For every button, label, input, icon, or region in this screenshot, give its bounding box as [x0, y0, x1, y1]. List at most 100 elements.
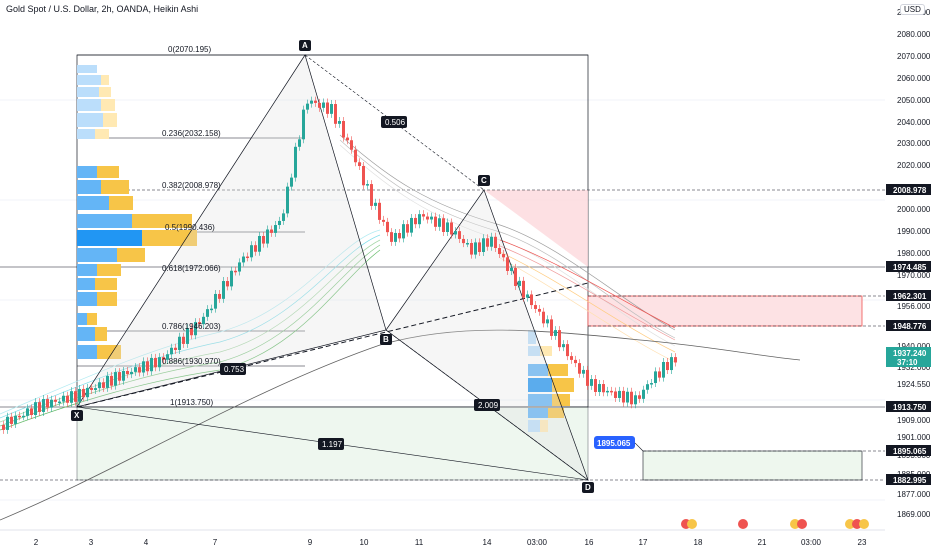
flag-icon	[845, 519, 869, 529]
countdown-text: 37:10	[897, 358, 918, 367]
candle-body	[278, 220, 281, 226]
candle-body	[462, 238, 465, 244]
candle-body	[234, 270, 237, 273]
candle-body	[494, 236, 497, 249]
fib-label-618: 0.618(1972.066)	[162, 264, 221, 273]
candle-body	[518, 280, 521, 286]
candle-body	[6, 416, 9, 430]
price-tag-text: 1937.240	[893, 349, 927, 358]
candle-body	[286, 186, 289, 214]
price-tag	[886, 290, 931, 301]
price-tick: 2070.000	[897, 52, 931, 61]
flag-icon	[790, 519, 807, 529]
candle-body	[106, 375, 109, 388]
candle-body	[526, 294, 529, 298]
candle-body	[258, 236, 261, 252]
point-labels: A B C D X	[71, 40, 594, 493]
candle-body	[298, 139, 301, 147]
candle-body	[270, 229, 273, 233]
candle-body	[422, 214, 425, 217]
flag-icon	[738, 519, 748, 529]
price-tick: 1940.000	[897, 342, 931, 351]
price-tick: 1980.000	[897, 249, 931, 258]
candle-body	[238, 262, 241, 272]
event-icons[interactable]	[681, 519, 869, 529]
candle-body	[202, 316, 205, 325]
price-tick: 1909.000	[897, 416, 931, 425]
ratio-labels: 0.753 0.506 2.009 1.197	[220, 116, 500, 450]
candle-body	[42, 399, 45, 412]
candle-body	[306, 103, 309, 110]
candle-body	[110, 375, 113, 386]
candle-body	[650, 383, 653, 385]
candle-body	[58, 401, 61, 404]
point-b-label: B	[383, 335, 389, 344]
float-price-tag	[594, 436, 635, 449]
candle-body	[674, 357, 677, 363]
fib-label-886: 0.886(1930.970)	[162, 357, 221, 366]
candle-body	[346, 137, 349, 141]
candle-body	[78, 388, 81, 402]
candle-body	[390, 232, 393, 242]
price-tick: 2040.000	[897, 118, 931, 127]
price-tick: 2030.000	[897, 139, 931, 148]
point-d-label: D	[585, 483, 591, 492]
candle-body	[246, 256, 249, 259]
candle-body	[54, 399, 57, 402]
candle-body	[502, 254, 505, 258]
price-tick: 1956.000	[897, 302, 931, 311]
price-axis[interactable]	[885, 0, 932, 550]
candle-body	[450, 222, 453, 235]
time-tick: 03:00	[801, 538, 822, 547]
price-tag-text: 1882.995	[893, 476, 927, 485]
candle-body	[470, 242, 473, 255]
candle-body	[594, 379, 597, 392]
candle-body	[670, 357, 673, 371]
candle-body	[654, 371, 657, 384]
candle-body	[126, 370, 129, 375]
candle-body	[606, 390, 609, 393]
target-zone	[642, 450, 863, 481]
candle-body	[574, 359, 577, 364]
price-tick: 2000.000	[897, 205, 931, 214]
time-tick: 16	[585, 538, 594, 547]
candle-body	[414, 217, 417, 225]
candle-body	[378, 202, 381, 220]
candle-body	[662, 362, 665, 378]
price-tick: 1932.000	[897, 363, 931, 372]
candle-body	[570, 356, 573, 360]
pink-zone-c	[484, 190, 588, 267]
candle-body	[426, 216, 429, 220]
candle-body	[658, 371, 661, 378]
fib-label-1: 1(1913.750)	[170, 398, 213, 407]
candle-body	[2, 425, 5, 430]
candle-body	[474, 242, 477, 255]
candle-body	[554, 330, 557, 336]
candle-body	[138, 367, 141, 373]
candle-body	[442, 218, 445, 232]
candle-body	[210, 308, 213, 311]
time-axis[interactable]	[0, 530, 885, 550]
candle-body	[66, 395, 69, 403]
price-tag-text: 1962.301	[893, 292, 927, 301]
price-tag-text: 1974.485	[893, 263, 927, 272]
candle-body	[350, 140, 353, 150]
candle-body	[586, 369, 589, 386]
candle-body	[194, 322, 197, 336]
candle-body	[486, 238, 489, 247]
candle-body	[514, 267, 517, 286]
candle-body	[534, 305, 537, 309]
candle-body	[602, 384, 605, 393]
candle-body	[386, 221, 389, 233]
candle-body	[558, 330, 561, 348]
candle-body	[198, 322, 201, 325]
candle-body	[266, 229, 269, 244]
candle-body	[122, 370, 125, 381]
candle-body	[550, 319, 553, 336]
currency-button[interactable]: USD	[900, 4, 925, 15]
price-tick: 2080.000	[897, 30, 931, 39]
price-tag-text: 2008.978	[893, 186, 927, 195]
candle-body	[282, 213, 285, 221]
candle-body	[30, 408, 33, 416]
